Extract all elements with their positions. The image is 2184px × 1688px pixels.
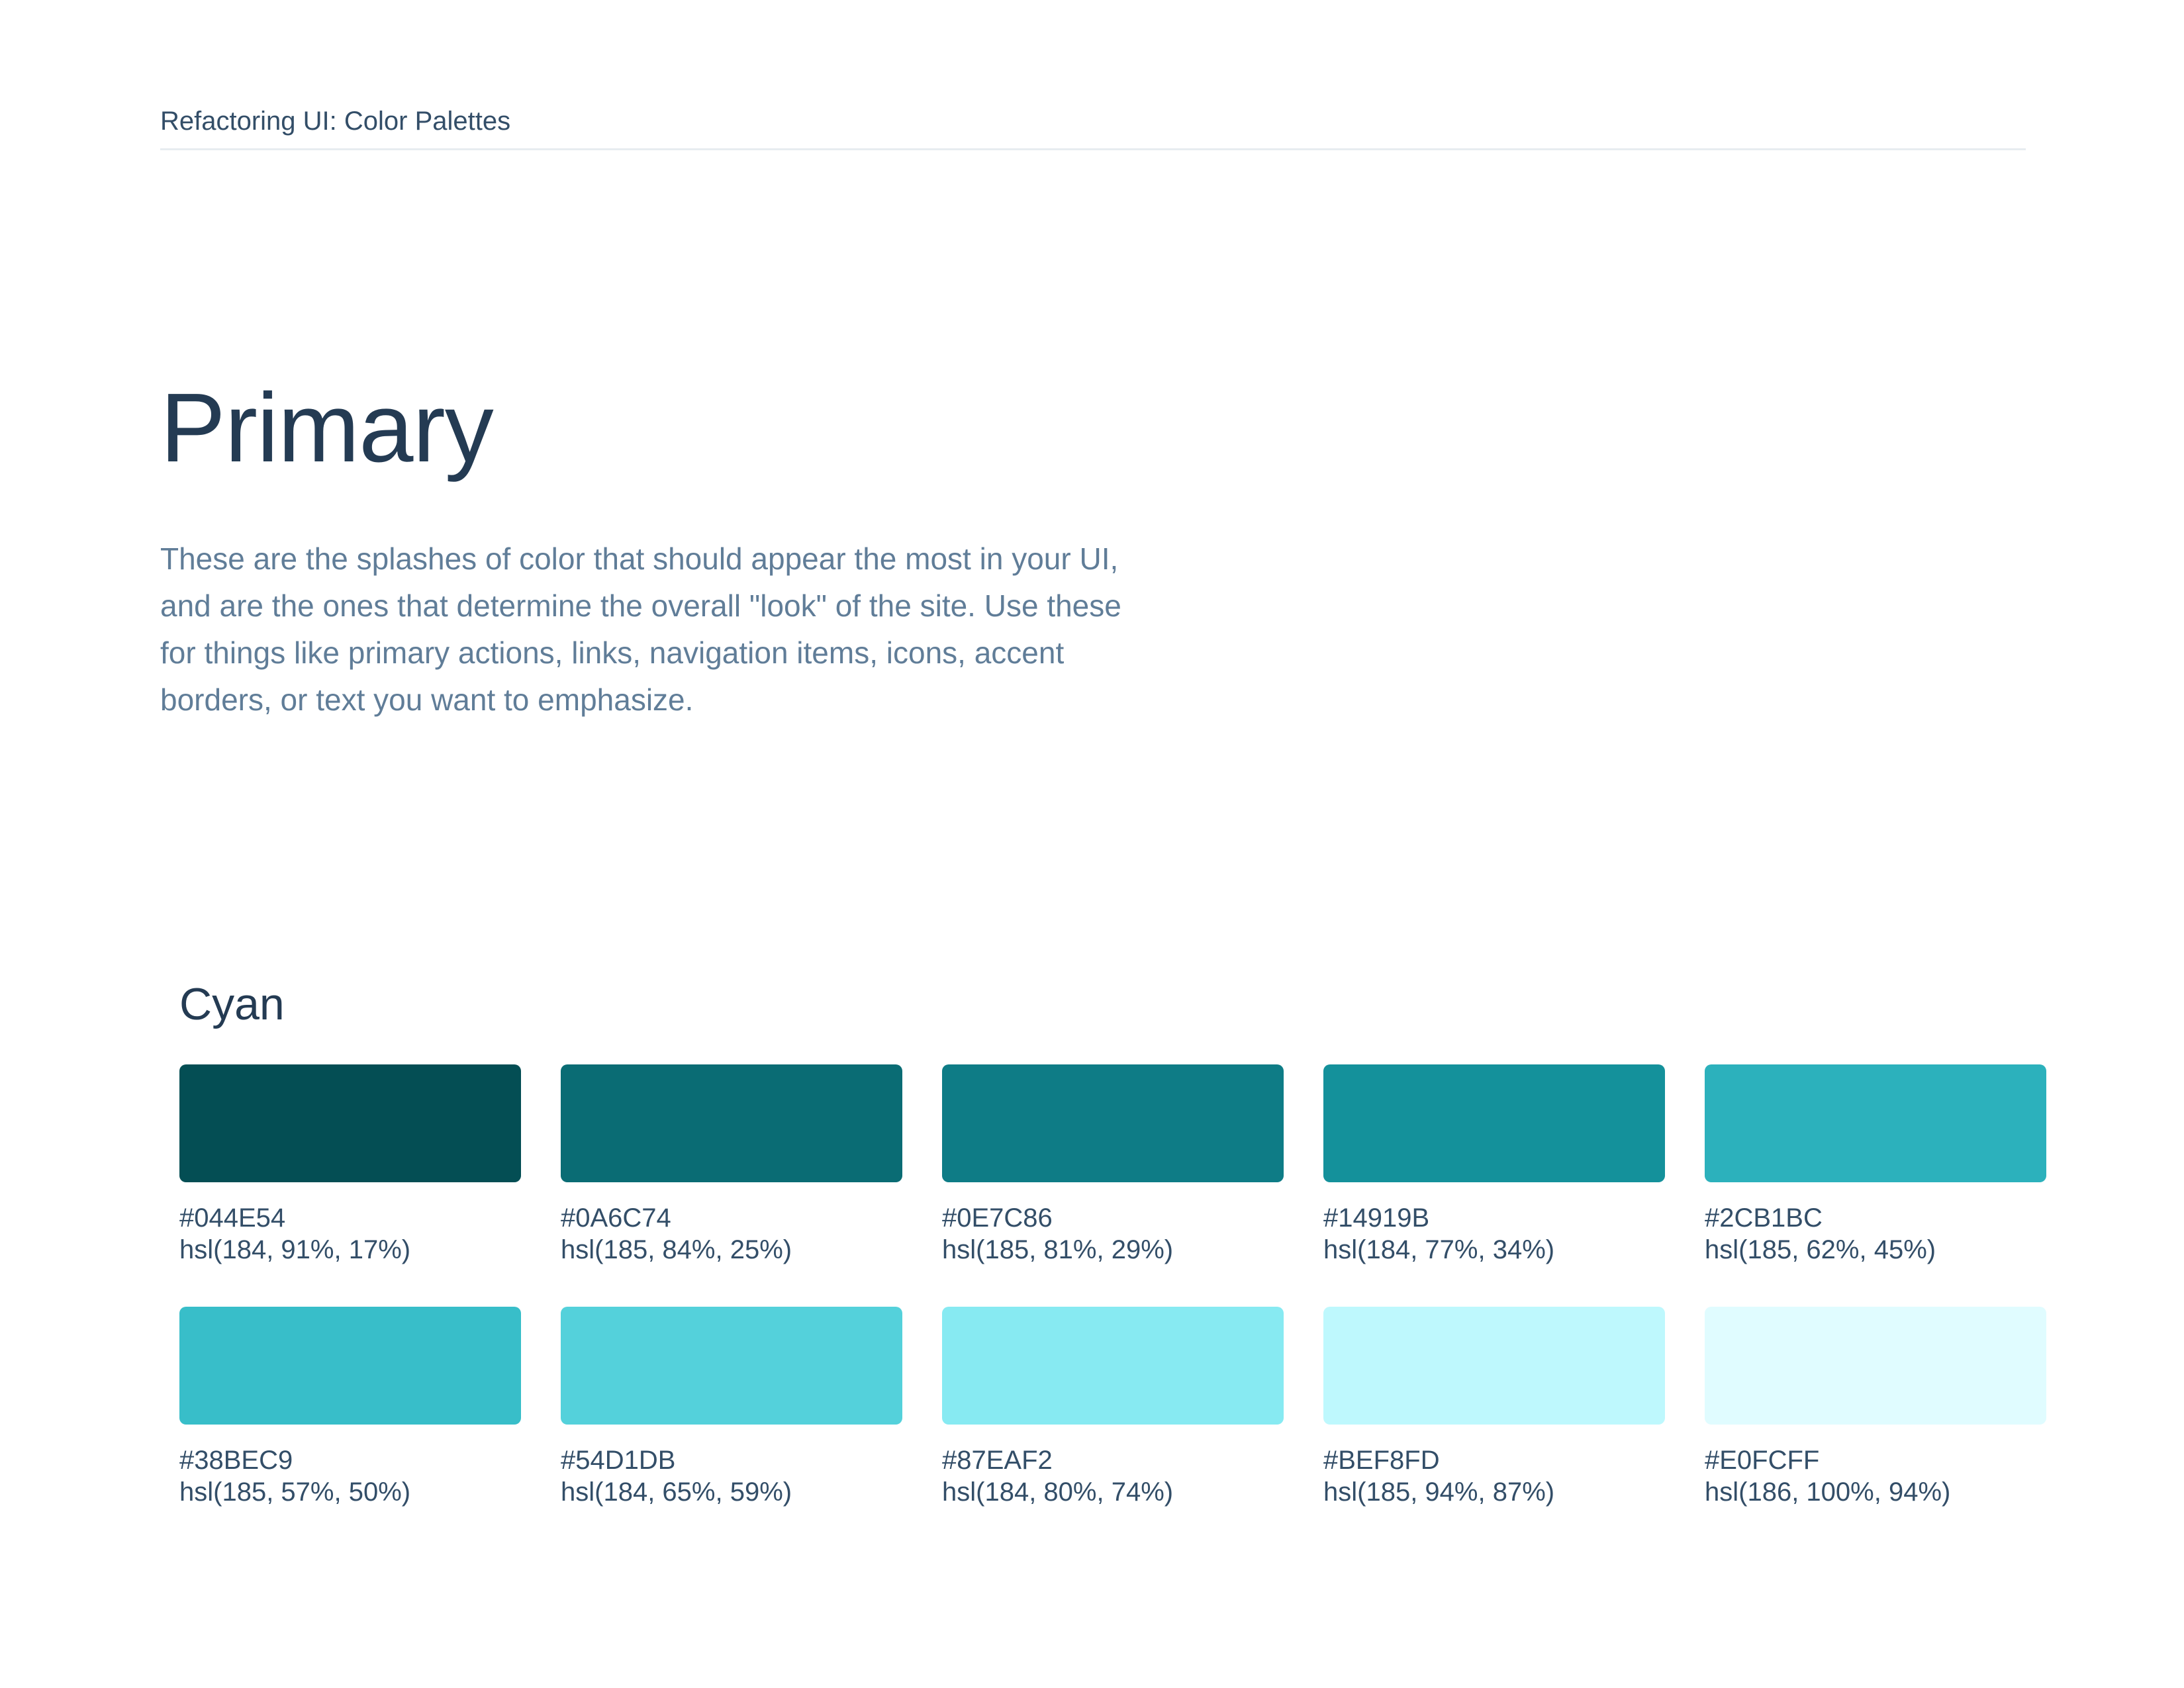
swatch-hex-label: #0A6C74 bbox=[561, 1203, 671, 1233]
swatch-hex-label: #14919B bbox=[1323, 1203, 1430, 1233]
color-swatch bbox=[942, 1064, 1284, 1182]
palette-section: Cyan #044E54 hsl(184, 91%, 17%) #0A6C74 … bbox=[179, 982, 2184, 1508]
color-swatch bbox=[1705, 1307, 2046, 1425]
swatch-item: #BEF8FD hsl(185, 94%, 87%) bbox=[1323, 1307, 1665, 1508]
document-title: Refactoring UI: Color Palettes bbox=[160, 107, 511, 136]
swatch-item: #2CB1BC hsl(185, 62%, 45%) bbox=[1705, 1064, 2046, 1266]
swatch-hsl-label: hsl(185, 57%, 50%) bbox=[179, 1477, 411, 1507]
swatch-hex-label: #54D1DB bbox=[561, 1446, 676, 1475]
swatch-hex-label: #2CB1BC bbox=[1705, 1203, 1823, 1233]
palette-name-label: Cyan bbox=[179, 979, 285, 1029]
color-swatch bbox=[179, 1307, 521, 1425]
swatch-item: #E0FCFF hsl(186, 100%, 94%) bbox=[1705, 1307, 2046, 1508]
swatch-hex-label: #E0FCFF bbox=[1705, 1446, 1820, 1475]
swatch-hex-label: #0E7C86 bbox=[942, 1203, 1053, 1233]
swatch-hsl-label: hsl(186, 100%, 94%) bbox=[1705, 1477, 1951, 1507]
swatch-item: #38BEC9 hsl(185, 57%, 50%) bbox=[179, 1307, 521, 1508]
document-page: Refactoring UI: Color Palettes Primary T… bbox=[160, 107, 2184, 1508]
swatch-item: #87EAF2 hsl(184, 80%, 74%) bbox=[942, 1307, 1284, 1508]
swatch-hsl-label: hsl(184, 65%, 59%) bbox=[561, 1477, 792, 1507]
swatch-hsl-label: hsl(184, 80%, 74%) bbox=[942, 1477, 1174, 1507]
color-swatch bbox=[561, 1307, 902, 1425]
color-swatch bbox=[1323, 1064, 1665, 1182]
swatch-grid: #044E54 hsl(184, 91%, 17%) #0A6C74 hsl(1… bbox=[179, 1064, 2046, 1508]
header-divider bbox=[160, 148, 2026, 150]
swatch-hsl-label: hsl(185, 94%, 87%) bbox=[1323, 1477, 1555, 1507]
section-heading: Primary bbox=[160, 373, 494, 483]
swatch-item: #044E54 hsl(184, 91%, 17%) bbox=[179, 1064, 521, 1266]
swatch-item: #14919B hsl(184, 77%, 34%) bbox=[1323, 1064, 1665, 1266]
color-swatch bbox=[1705, 1064, 2046, 1182]
swatch-hex-label: #87EAF2 bbox=[942, 1446, 1053, 1475]
swatch-hsl-label: hsl(185, 62%, 45%) bbox=[1705, 1235, 1936, 1264]
swatch-hex-label: #044E54 bbox=[179, 1203, 286, 1233]
color-swatch bbox=[942, 1307, 1284, 1425]
swatch-item: #0A6C74 hsl(185, 84%, 25%) bbox=[561, 1064, 902, 1266]
swatch-hex-label: #BEF8FD bbox=[1323, 1446, 1440, 1475]
swatch-hsl-label: hsl(184, 91%, 17%) bbox=[179, 1235, 411, 1264]
swatch-hex-label: #38BEC9 bbox=[179, 1446, 293, 1475]
section-description: These are the splashes of color that sho… bbox=[160, 541, 1121, 717]
swatch-hsl-label: hsl(184, 77%, 34%) bbox=[1323, 1235, 1555, 1264]
swatch-item: #54D1DB hsl(184, 65%, 59%) bbox=[561, 1307, 902, 1508]
color-swatch bbox=[561, 1064, 902, 1182]
color-swatch bbox=[1323, 1307, 1665, 1425]
swatch-item: #0E7C86 hsl(185, 81%, 29%) bbox=[942, 1064, 1284, 1266]
color-swatch bbox=[179, 1064, 521, 1182]
swatch-hsl-label: hsl(185, 84%, 25%) bbox=[561, 1235, 792, 1264]
swatch-hsl-label: hsl(185, 81%, 29%) bbox=[942, 1235, 1174, 1264]
